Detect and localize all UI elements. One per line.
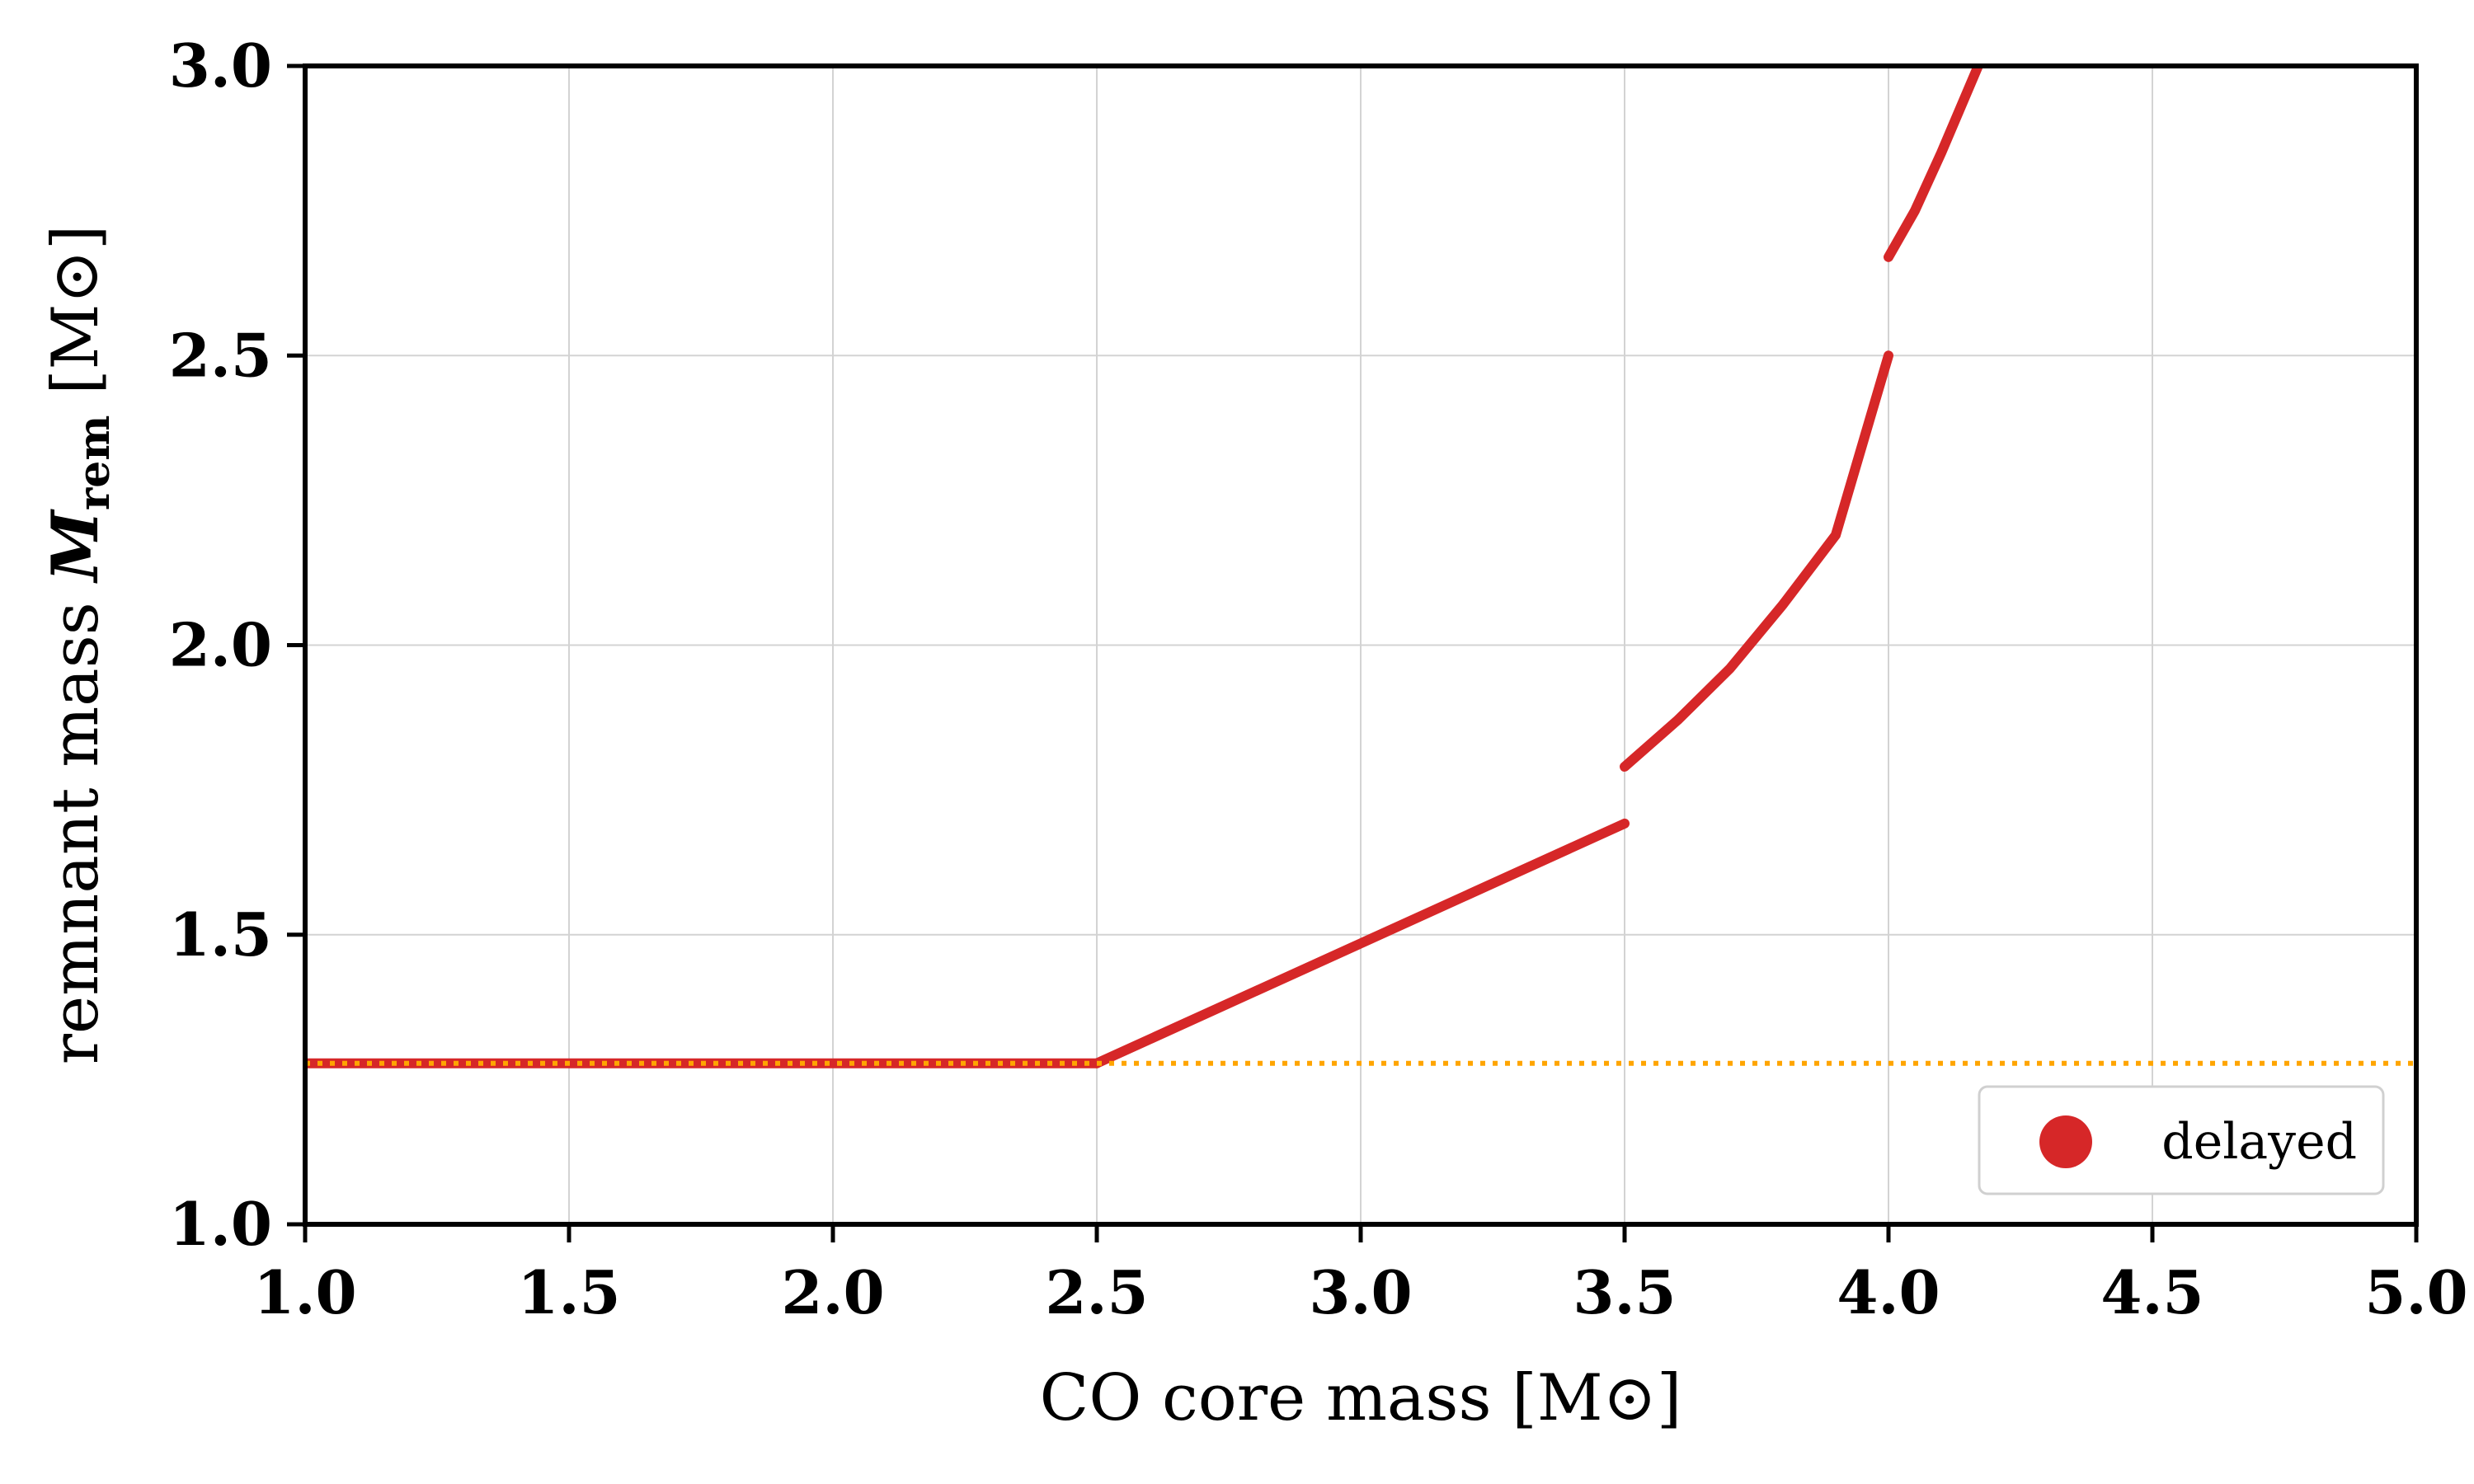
grid: [304, 65, 2417, 1225]
ticks: 1.0 1.5 2.0 2.5 3.0 3.5 4.0 4.5 5.0 1.0 1.5 2.0 2.5 3…: [169, 31, 2468, 1327]
delayed-line-segment-3: [1884, 66, 1983, 262]
series-layer: [305, 66, 2416, 1068]
y-tick-label: 1.0: [169, 1189, 272, 1259]
x-tick-label: 1.0: [253, 1257, 356, 1327]
legend-marker-delayed: [2039, 1115, 2092, 1168]
x-tick-label: 5.0: [2364, 1257, 2467, 1327]
x-axis-label: CO core mass [M⊙]: [1040, 1361, 1682, 1435]
x-tick-label: 3.0: [1309, 1257, 1412, 1327]
delayed-line-segment-2: [1620, 350, 1893, 772]
legend-label-delayed: delayed: [2161, 1113, 2357, 1171]
x-tick-label: 4.0: [1837, 1257, 1940, 1327]
x-tick-label: 4.5: [2100, 1257, 2204, 1327]
legend-box: [1978, 1085, 2385, 1195]
y-axis-label: remnant mass Mrem [M⊙]: [38, 225, 120, 1065]
plot-frame: [303, 63, 2419, 1227]
delayed-line-segment-1: [1092, 818, 1630, 1068]
y-tick-label: 3.0: [169, 31, 272, 101]
x-tick-label: 3.5: [1573, 1257, 1676, 1327]
x-tick-label: 1.5: [517, 1257, 620, 1327]
x-tick-label: 2.0: [781, 1257, 884, 1327]
y-tick-label: 2.5: [169, 320, 272, 390]
x-tick-label: 2.5: [1045, 1257, 1148, 1327]
y-tick-label: 2.0: [169, 610, 272, 680]
legend: delayed: [1978, 1085, 2385, 1195]
y-tick-label: 1.5: [169, 899, 272, 970]
